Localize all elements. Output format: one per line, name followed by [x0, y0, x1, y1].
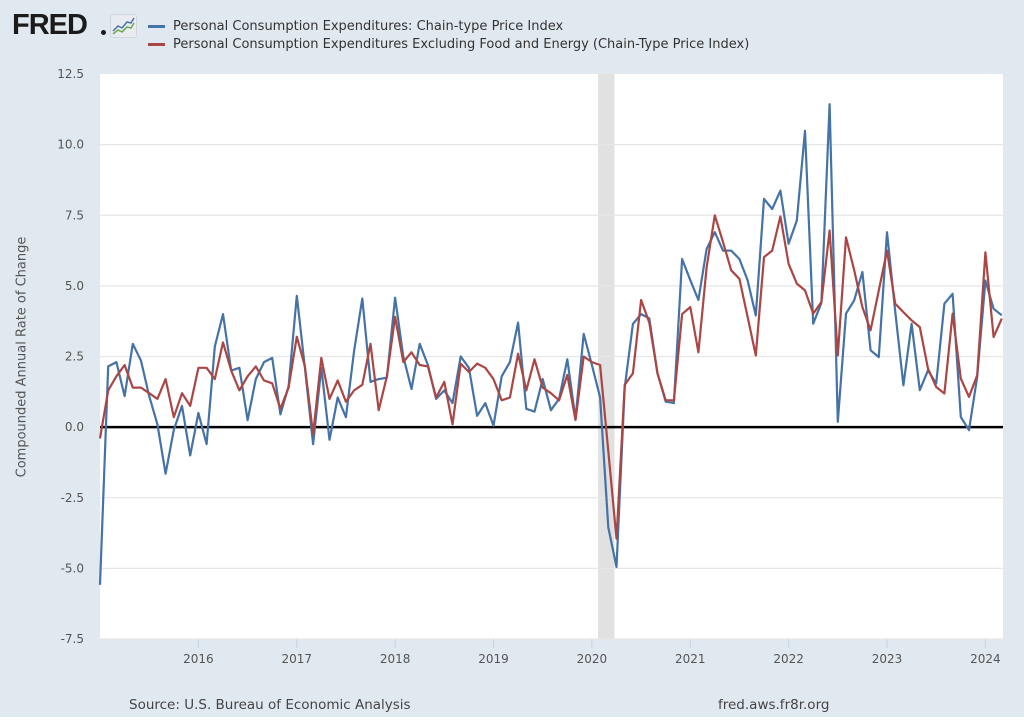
x-tick-label: 2024 [970, 652, 1001, 666]
y-tick-label: -5.0 [61, 561, 84, 575]
y-tick-label: -7.5 [61, 632, 84, 646]
x-tick-label: 2018 [380, 652, 411, 666]
legend-swatch-blue [148, 25, 165, 29]
x-tick-label: 2021 [675, 652, 706, 666]
x-tick-label: 2016 [183, 652, 214, 666]
source-note: Source: U.S. Bureau of Economic Analysis [129, 697, 411, 713]
legend-label-core-pce: Personal Consumption Expenditures Exclud… [173, 36, 750, 52]
x-tick-label: 2019 [478, 652, 509, 666]
y-tick-label: 0.0 [65, 420, 84, 434]
y-tick-label: 10.0 [57, 138, 84, 152]
legend-item-pce[interactable]: Personal Consumption Expenditures: Chain… [148, 18, 749, 36]
legend-swatch-red [148, 42, 165, 46]
series-layer [98, 103, 1003, 585]
y-axis-ticks: 12.5 10.0 7.5 5.0 2.5 0.0 -2.5 -5.0 -7.5 [57, 67, 84, 646]
y-tick-label: 7.5 [65, 208, 84, 222]
grid-lines [100, 144, 1003, 640]
chart-legend: Personal Consumption Expenditures: Chain… [148, 18, 749, 53]
x-tick-label: 2017 [281, 652, 312, 666]
x-tick-label: 2023 [872, 652, 903, 666]
y-tick-label: 2.5 [65, 350, 84, 364]
y-tick-label: -2.5 [61, 491, 84, 505]
bottom-strip [0, 717, 1024, 721]
chart-header: FRED Personal Consumption Expenditures: … [0, 0, 1024, 60]
x-tick-label: 2020 [577, 652, 608, 666]
legend-item-core-pce[interactable]: Personal Consumption Expenditures Exclud… [148, 36, 749, 54]
registered-mark-icon [101, 30, 106, 35]
site-url[interactable]: fred.aws.fr8r.org [718, 697, 830, 713]
x-tick-label: 2022 [773, 652, 804, 666]
legend-label-pce: Personal Consumption Expenditures: Chain… [173, 19, 564, 34]
y-tick-label: 12.5 [57, 67, 84, 81]
fred-logo[interactable]: FRED [12, 9, 88, 41]
y-tick-label: 5.0 [65, 279, 84, 293]
line-chart-icon [110, 14, 137, 38]
x-axis-ticks: 2016 2017 2018 2019 2020 2021 2022 2023 2024 [183, 639, 1001, 666]
